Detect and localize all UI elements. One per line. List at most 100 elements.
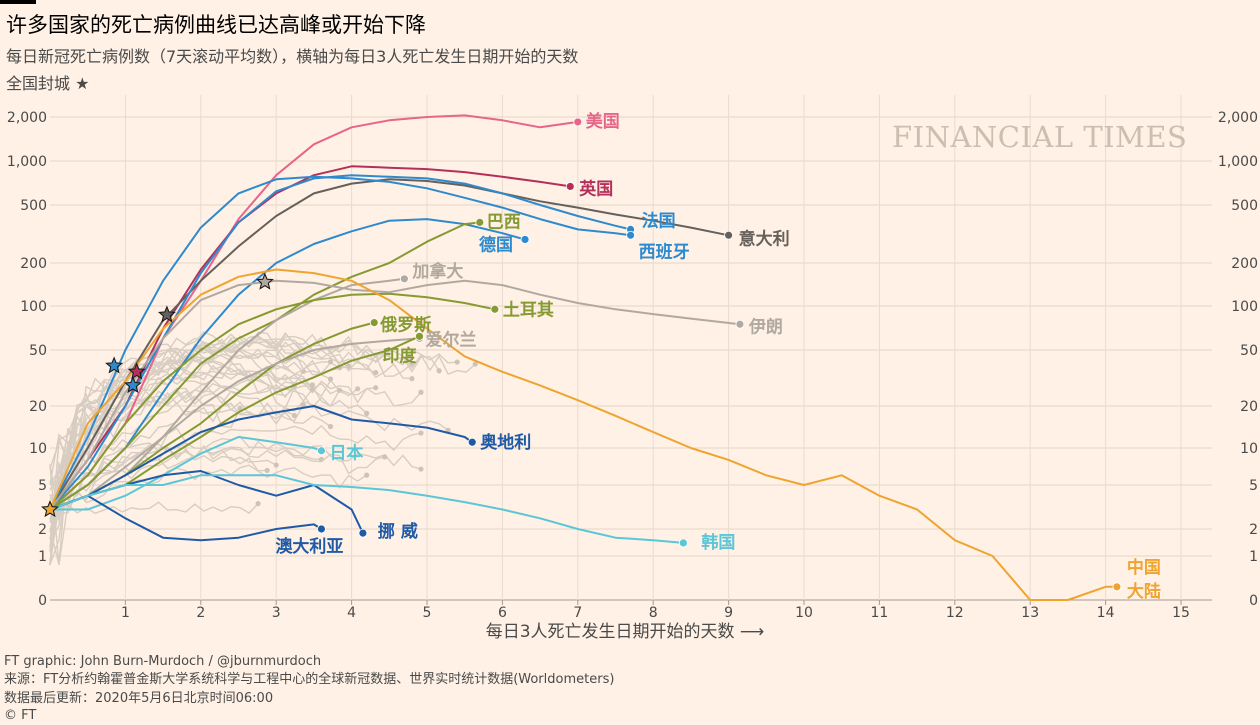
background-country-end-dot: [264, 467, 270, 474]
x-tick-label: 10: [795, 605, 813, 621]
series-label-俄罗斯: 俄罗斯: [379, 315, 431, 336]
y-tick-label-left: 2: [38, 522, 47, 538]
series-label-爱尔兰: 爱尔兰: [425, 329, 476, 350]
background-country-line: [49, 400, 449, 511]
y-tick-label-left: 0: [38, 593, 47, 609]
y-tick-label-left: 20: [29, 399, 47, 415]
series-line-奥地利: [49, 405, 473, 511]
background-country-end-dot: [255, 501, 261, 507]
background-country-line: [49, 424, 422, 520]
x-tick-label: 5: [423, 605, 432, 621]
series-line-德国: [49, 218, 526, 511]
lockdown-star-意大利: [157, 305, 176, 323]
series-label-土耳其: 土耳其: [503, 299, 554, 320]
lockdown-legend: 全国封城 ★: [6, 74, 90, 93]
lockdown-star-英国: [127, 362, 146, 380]
y-tick-label-left: 1: [38, 549, 47, 565]
background-country-line: [49, 446, 385, 520]
series-label-韩国: 韩国: [701, 532, 735, 553]
series-end-dot-挪威: [358, 528, 368, 538]
series-line-韩国: [49, 474, 684, 544]
series-end-dot-加拿大: [399, 274, 409, 284]
chart-title: 许多国家的死亡病例曲线已达高峰或开始下降: [6, 13, 426, 37]
y-tick-label-right: 20: [1240, 399, 1258, 415]
series-label-印度: 印度: [382, 345, 417, 366]
background-country-end-dot: [436, 368, 442, 374]
lockdown-stars: [41, 272, 274, 518]
x-tick-label: 4: [347, 605, 356, 621]
background-country-end-dot: [309, 386, 315, 392]
series-label-法国: 法国: [642, 210, 676, 231]
background-country-end-dot: [327, 359, 334, 365]
series-line-英国: [49, 165, 571, 511]
y-tick-label-right: 200: [1231, 256, 1258, 272]
series-label-伊朗: 伊朗: [748, 316, 783, 337]
x-tick-label: 1: [121, 605, 130, 621]
background-country-end-dot: [327, 376, 334, 382]
background-country-end-dot: [409, 376, 415, 382]
background-country-end-dot: [373, 369, 379, 376]
y-tick-label-left: 100: [20, 299, 47, 315]
y-tick-label-right: 0: [1249, 593, 1258, 609]
background-country-line: [49, 390, 295, 548]
series-label-挪威: 挪 威: [378, 521, 418, 542]
chart-subtitle: 每日新冠死亡病例数（7天滚动平均数），横轴为每日3人死亡发生日期开始的天数: [6, 47, 579, 66]
series-end-dot-意大利: [724, 230, 733, 240]
x-tick-label: 14: [1097, 605, 1115, 621]
background-country-line: [49, 335, 376, 565]
series-end-dot-土耳其: [490, 304, 500, 314]
series-label-西班牙: 西班牙: [639, 242, 690, 262]
background-country-end-dot: [327, 423, 334, 430]
x-tick-label: 12: [946, 605, 964, 621]
x-tick-label: 8: [649, 605, 658, 621]
series-line-伊朗: [49, 279, 741, 511]
background-country-end-dot: [373, 385, 379, 391]
background-country-line: [49, 377, 422, 551]
series-line-美国: [49, 114, 578, 511]
background-country-line: [49, 345, 331, 565]
series-line-法国: [49, 174, 631, 511]
series-line-日本: [50, 436, 322, 511]
y-tick-label-left: 1,000: [7, 154, 47, 170]
y-tick-label-left: 50: [29, 343, 47, 359]
series-label-美国: 美国: [586, 111, 620, 132]
x-tick-label: 9: [724, 605, 733, 621]
footer-updated: 数据最后更新：2020年5月6日北京时间06:00: [4, 691, 274, 706]
series-label-意大利: 意大利: [739, 228, 790, 249]
series-end-dot-印度: [415, 331, 424, 341]
series-end-dot-巴西: [475, 217, 485, 227]
x-tick-label: 15: [1172, 605, 1190, 621]
y-tick-label-right: 2,000: [1218, 110, 1258, 126]
series-end-dot-中国大陆: [1112, 582, 1122, 592]
lockdown-star-伊朗: [255, 272, 274, 290]
background-country-end-dot: [418, 430, 424, 436]
x-tick-label: 7: [573, 605, 582, 621]
series-end-dot-澳大利亚: [317, 524, 326, 534]
background-country-end-dot: [291, 412, 297, 419]
series-line-爱尔兰: [49, 337, 420, 511]
series-line-土耳其: [49, 292, 496, 511]
y-tick-label-right: 100: [1231, 299, 1258, 315]
series-end-dot-日本: [317, 446, 326, 456]
y-tick-label-right: 5: [1249, 478, 1258, 494]
background-country-end-dot: [336, 387, 343, 393]
y-tick-label-right: 1,000: [1218, 154, 1258, 170]
footer-source: 来源：FT分析约翰霍普金斯大学系统科学与工程中心的全球新冠数据、世界实时统计数据…: [4, 672, 615, 687]
y-tick-label-right: 50: [1240, 343, 1258, 359]
series-end-dot-德国: [520, 235, 530, 244]
y-tick-label-left: 2,000: [7, 110, 47, 126]
ft-top-accent-bar: [0, 0, 36, 4]
y-tick-label-right: 10: [1240, 441, 1258, 457]
background-country-end-dot: [364, 410, 370, 416]
country-series: [49, 114, 1122, 601]
y-tick-label-left: 500: [20, 198, 47, 214]
series-line-澳大利亚: [49, 494, 322, 542]
background-country-end-dot: [273, 462, 279, 468]
series-label-德国: 德国: [479, 234, 513, 255]
series-end-dot-俄罗斯: [369, 318, 379, 327]
y-tick-label-right: 1: [1249, 549, 1258, 565]
lockdown-star-西班牙: [105, 356, 124, 374]
background-country-line: [49, 364, 376, 565]
